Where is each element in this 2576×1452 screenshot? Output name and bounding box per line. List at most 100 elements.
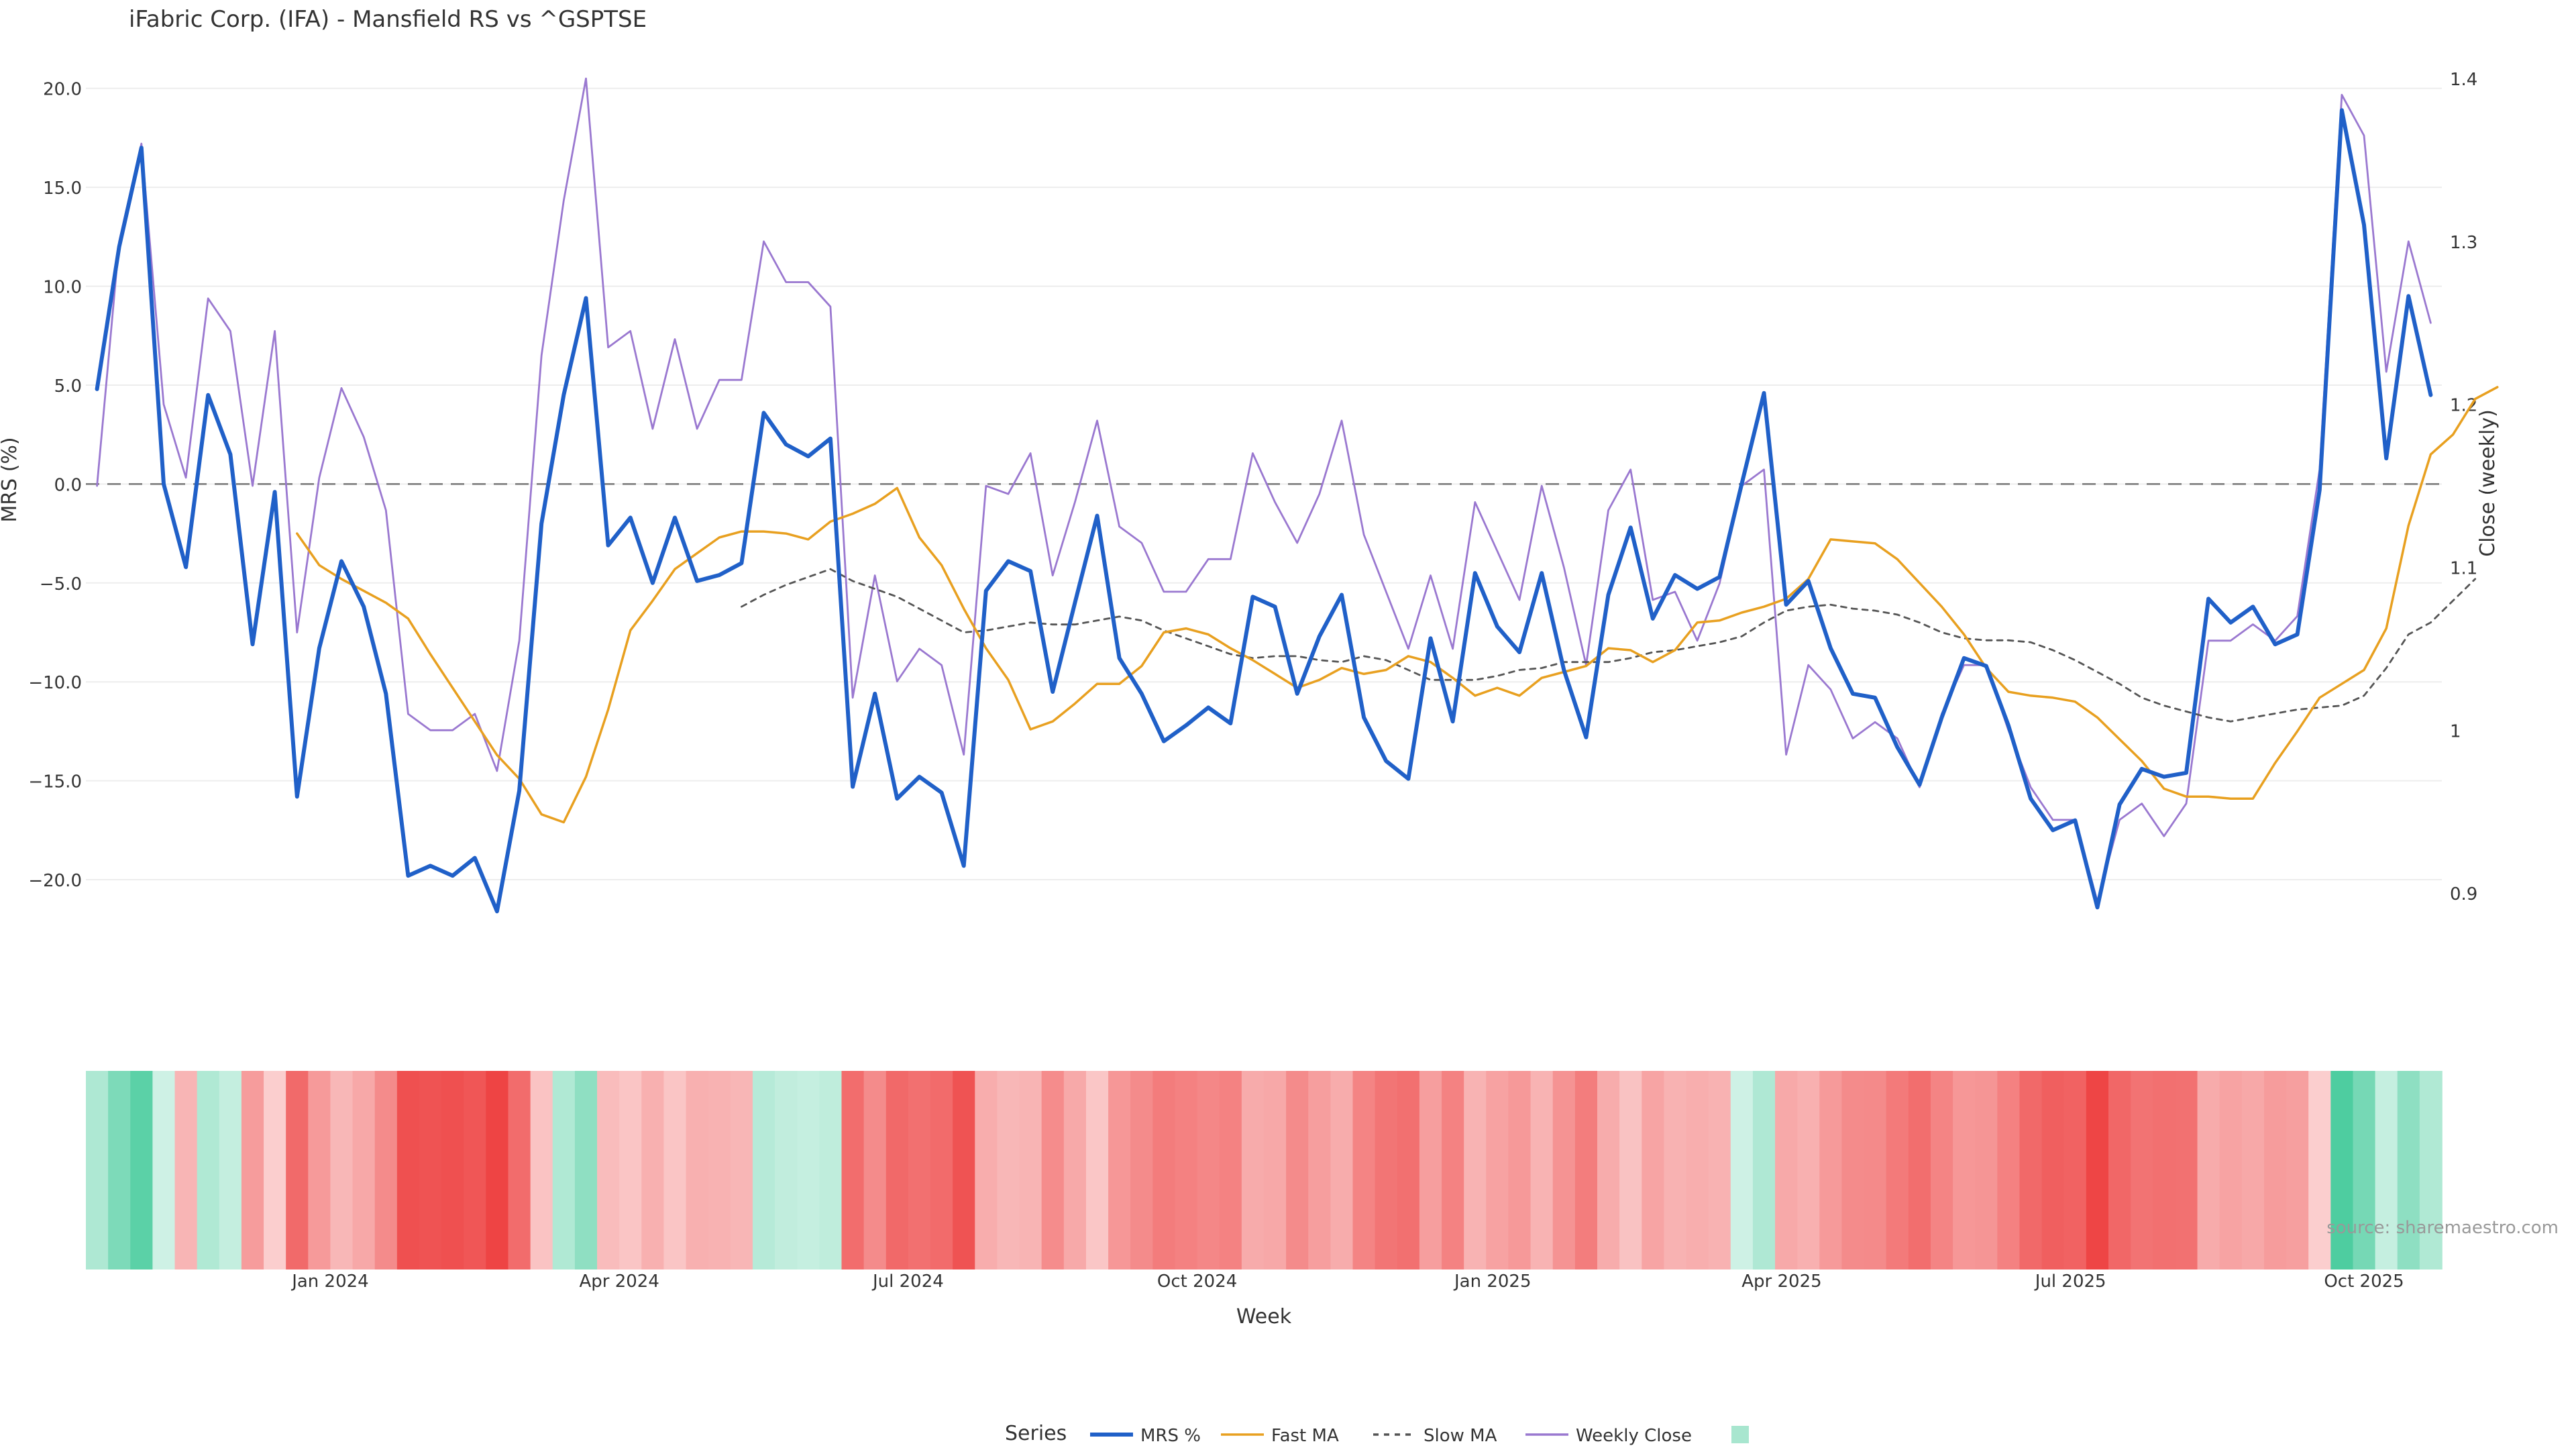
heat-cell-80 xyxy=(1864,1071,1887,1269)
heat-cell-13 xyxy=(374,1071,398,1269)
heat-cell-27 xyxy=(686,1071,709,1269)
heat-cell-101 xyxy=(2330,1071,2354,1269)
heat-cell-30 xyxy=(752,1071,775,1269)
heat-cell-35 xyxy=(863,1071,887,1269)
heat-cell-20 xyxy=(530,1071,553,1269)
heat-cell-66 xyxy=(1552,1071,1576,1269)
y-tick-label-5: −5.0 xyxy=(40,574,82,594)
heat-cell-96 xyxy=(2219,1071,2243,1269)
heat-cell-6 xyxy=(219,1071,242,1269)
x-tick-label-5: Apr 2025 xyxy=(1741,1272,1821,1292)
y-tick-label-1: 15.0 xyxy=(43,178,82,199)
heat-cell-48 xyxy=(1152,1071,1176,1269)
heat-cell-94 xyxy=(2175,1071,2198,1269)
heat-cell-55 xyxy=(1308,1071,1332,1269)
heat-cell-2 xyxy=(130,1071,154,1269)
heat-cell-88 xyxy=(2041,1071,2065,1269)
heat-cell-70 xyxy=(1642,1071,1665,1269)
heat-cell-81 xyxy=(1886,1071,1909,1269)
heat-cell-54 xyxy=(1286,1071,1309,1269)
heat-cell-3 xyxy=(152,1071,176,1269)
heat-cell-57 xyxy=(1352,1071,1376,1269)
heat-cell-74 xyxy=(1730,1071,1754,1269)
heat-cell-53 xyxy=(1264,1071,1287,1269)
heat-cell-103 xyxy=(2375,1071,2398,1269)
y2-tick-label-0: 1.4 xyxy=(2450,70,2477,90)
legend-label-0: MRS % xyxy=(1140,1426,1201,1446)
heat-cell-33 xyxy=(819,1071,843,1269)
heat-cell-38 xyxy=(930,1071,953,1269)
mrs-heat-strip xyxy=(86,1071,2443,1269)
y2-tick-label-4: 1 xyxy=(2450,721,2461,741)
heat-cell-21 xyxy=(552,1071,576,1269)
y-axis-label: MRS (%) xyxy=(0,437,21,522)
heat-cell-67 xyxy=(1574,1071,1598,1269)
heat-cell-61 xyxy=(1442,1071,1464,1269)
heat-cell-86 xyxy=(1997,1071,2021,1269)
heat-cell-98 xyxy=(2263,1071,2287,1269)
source-note: source: sharemaestro.com xyxy=(2326,1218,2559,1238)
legend: Series MRS % Fast MA Slow MA Weekly Close xyxy=(1005,1422,1749,1446)
heat-cell-19 xyxy=(508,1071,531,1269)
heat-cell-90 xyxy=(2086,1071,2109,1269)
heat-cell-24 xyxy=(619,1071,643,1269)
heat-cell-42 xyxy=(1019,1071,1042,1269)
x-axis-label: Week xyxy=(1236,1305,1292,1329)
y2-tick-label-5: 0.9 xyxy=(2450,884,2477,904)
heat-cell-58 xyxy=(1375,1071,1398,1269)
heat-cell-29 xyxy=(730,1071,753,1269)
heat-cell-100 xyxy=(2308,1071,2332,1269)
heat-cell-14 xyxy=(396,1071,420,1269)
heat-cell-39 xyxy=(953,1071,976,1269)
chart-title: iFabric Corp. (IFA) - Mansfield RS vs ^G… xyxy=(129,6,647,33)
y-axis-left: 20.0 15.0 10.0 5.0 0.0 −5.0 −10.0 −15.0 −20.0 xyxy=(28,80,82,891)
heat-cell-15 xyxy=(419,1071,442,1269)
heat-cell-40 xyxy=(975,1071,998,1269)
heat-cell-102 xyxy=(2353,1071,2376,1269)
heat-cell-79 xyxy=(1841,1071,1865,1269)
heat-cell-92 xyxy=(2131,1071,2154,1269)
heat-cell-83 xyxy=(1930,1071,1953,1269)
y2-tick-label-2: 1.2 xyxy=(2450,396,2477,416)
heat-cell-64 xyxy=(1508,1071,1532,1269)
heat-cell-52 xyxy=(1241,1071,1265,1269)
heat-cell-73 xyxy=(1708,1071,1731,1269)
heat-cell-46 xyxy=(1108,1071,1132,1269)
heat-cell-1 xyxy=(108,1071,131,1269)
series-lines xyxy=(95,77,2499,914)
heat-cell-75 xyxy=(1752,1071,1776,1269)
heat-cell-56 xyxy=(1330,1071,1354,1269)
series-line-mrs xyxy=(95,108,2433,914)
heat-cell-51 xyxy=(1219,1071,1242,1269)
heat-cell-25 xyxy=(641,1071,665,1269)
x-tick-label-1: Apr 2024 xyxy=(579,1272,659,1292)
heat-cell-16 xyxy=(441,1071,465,1269)
x-tick-label-0: Jan 2024 xyxy=(290,1272,369,1292)
legend-label-2: Slow MA xyxy=(1424,1426,1497,1446)
heat-cell-8 xyxy=(264,1071,286,1269)
heat-cell-41 xyxy=(997,1071,1020,1269)
heat-cell-23 xyxy=(597,1071,620,1269)
heat-cell-59 xyxy=(1397,1071,1420,1269)
x-tick-label-7: Oct 2025 xyxy=(2324,1272,2404,1292)
y-tick-label-8: −20.0 xyxy=(28,871,82,891)
y2-axis-label: Close (weekly) xyxy=(2476,409,2500,557)
y-tick-label-4: 0.0 xyxy=(54,475,82,495)
heat-cell-95 xyxy=(2197,1071,2220,1269)
heat-cell-50 xyxy=(1197,1071,1220,1269)
x-axis: Jan 2024 Apr 2024 Jul 2024 Oct 2024 Jan 2025… xyxy=(290,1272,2404,1292)
heat-cell-62 xyxy=(1464,1071,1487,1269)
heat-cell-99 xyxy=(2286,1071,2310,1269)
x-tick-label-4: Jan 2025 xyxy=(1453,1272,1532,1292)
heat-cell-47 xyxy=(1130,1071,1154,1269)
y-tick-label-3: 5.0 xyxy=(54,376,82,397)
heat-cell-45 xyxy=(1085,1071,1109,1269)
heat-cell-10 xyxy=(308,1071,331,1269)
x-tick-label-2: Jul 2024 xyxy=(871,1272,944,1292)
legend-swatch-heat xyxy=(1731,1426,1749,1443)
heat-cell-7 xyxy=(241,1071,264,1269)
legend-title: Series xyxy=(1005,1422,1067,1445)
heat-cell-31 xyxy=(775,1071,798,1269)
heat-cell-84 xyxy=(1953,1071,1976,1269)
